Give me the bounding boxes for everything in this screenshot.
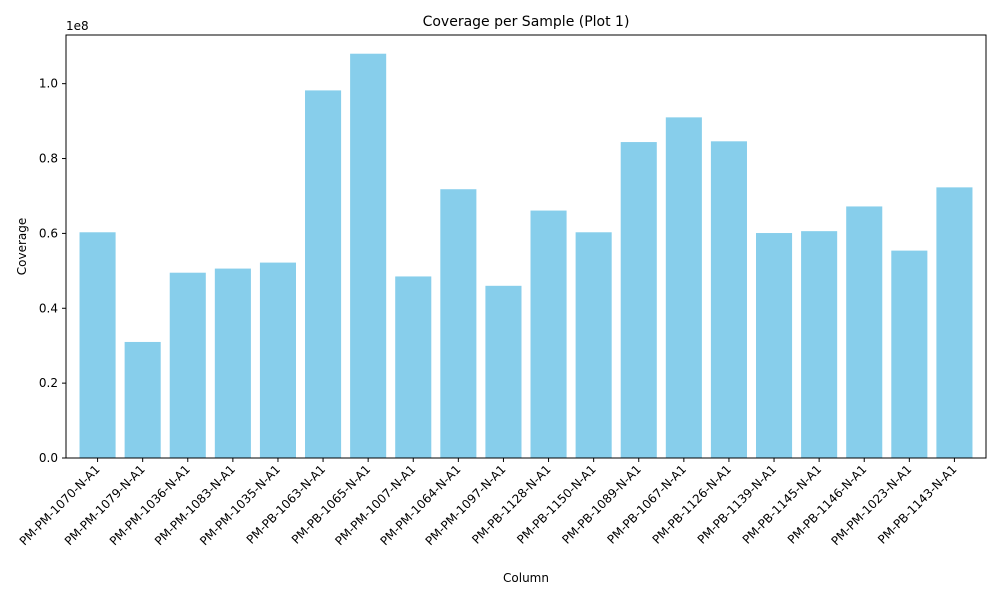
bar-PM-PB-1143-N-A1 xyxy=(936,187,973,459)
x-axis-label: Column xyxy=(503,571,549,585)
y-tick-label: 1.0 xyxy=(39,77,58,91)
bar-PM-PM-1007-N-A1 xyxy=(395,276,432,458)
x-tick-label: PM-PB-1150-N-A1 xyxy=(514,462,598,546)
x-tick-label: PM-PB-1089-N-A1 xyxy=(559,462,643,546)
bar-PM-PB-1126-N-A1 xyxy=(710,141,747,458)
y-axis-label: Coverage xyxy=(15,218,29,276)
x-tick-label: PM-PB-1143-N-A1 xyxy=(875,462,959,546)
x-tick-label: PM-PB-1145-N-A1 xyxy=(740,462,824,546)
y-tick-label: 0.4 xyxy=(39,301,58,315)
x-tick-label: PM-PM-1097-N-A1 xyxy=(423,462,509,548)
bar-PM-PB-1146-N-A1 xyxy=(846,206,883,458)
bar-PM-PB-1145-N-A1 xyxy=(801,231,838,458)
x-tick-label: PM-PB-1065-N-A1 xyxy=(289,462,373,546)
bar-PM-PM-1079-N-A1 xyxy=(124,341,161,458)
bar-PM-PM-1064-N-A1 xyxy=(440,189,477,458)
x-tick-label: PM-PB-1067-N-A1 xyxy=(604,462,688,546)
bar-PM-PB-1139-N-A1 xyxy=(756,233,793,458)
bar-PM-PM-1023-N-A1 xyxy=(891,250,928,458)
x-tick-label: PM-PM-1007-N-A1 xyxy=(332,462,418,548)
plot-frame xyxy=(65,34,987,459)
x-tick-label: PM-PB-1128-N-A1 xyxy=(469,462,553,546)
bar-PM-PM-1097-N-A1 xyxy=(485,285,522,458)
x-tick-label: PM-PM-1035-N-A1 xyxy=(197,462,283,548)
bar-PM-PM-1035-N-A1 xyxy=(259,262,296,458)
bar-PM-PB-1128-N-A1 xyxy=(530,210,567,458)
x-tick-label: PM-PB-1146-N-A1 xyxy=(785,462,869,546)
bar-PM-PB-1067-N-A1 xyxy=(665,117,702,459)
x-axis-ticks: PM-PM-1070-N-A1PM-PM-1079-N-A1PM-PM-1036… xyxy=(17,458,960,548)
bar-PM-PB-1065-N-A1 xyxy=(350,53,387,458)
x-tick-label: PM-PM-1079-N-A1 xyxy=(62,462,148,548)
x-tick-label: PM-PM-1023-N-A1 xyxy=(828,462,914,548)
x-tick-label: PM-PM-1070-N-A1 xyxy=(17,462,103,548)
x-tick-label: PM-PB-1063-N-A1 xyxy=(244,462,328,546)
y-tick-label: 0.2 xyxy=(39,376,58,390)
bar-PM-PB-1150-N-A1 xyxy=(575,232,612,458)
bars-layer xyxy=(79,53,973,459)
bar-PM-PB-1063-N-A1 xyxy=(305,90,342,459)
bar-PM-PB-1089-N-A1 xyxy=(620,142,657,458)
x-tick-label: PM-PM-1064-N-A1 xyxy=(377,462,463,548)
x-tick-label: PM-PB-1139-N-A1 xyxy=(695,462,779,546)
bar-PM-PM-1070-N-A1 xyxy=(79,232,116,458)
bar-PM-PM-1083-N-A1 xyxy=(214,268,251,458)
y-tick-label: 0.0 xyxy=(39,451,58,465)
bar-PM-PM-1036-N-A1 xyxy=(169,272,206,458)
y-axis-offset-label: 1e8 xyxy=(66,19,89,33)
y-tick-label: 0.8 xyxy=(39,152,58,166)
chart-title: Coverage per Sample (Plot 1) xyxy=(423,14,630,30)
x-tick-label: PM-PM-1036-N-A1 xyxy=(107,462,193,548)
x-tick-label: PM-PM-1083-N-A1 xyxy=(152,462,238,548)
y-axis-ticks: 0.0 0.2 0.4 0.6 0.8 1.0 xyxy=(39,77,66,465)
y-tick-label: 0.6 xyxy=(39,226,58,240)
x-tick-label: PM-PB-1126-N-A1 xyxy=(650,462,734,546)
